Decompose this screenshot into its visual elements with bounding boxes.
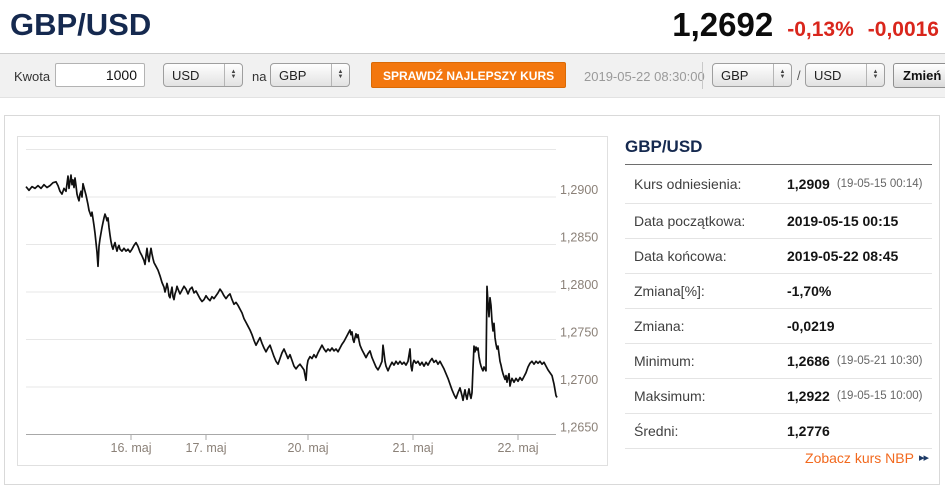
svg-text:1,2900: 1,2900 <box>560 183 598 197</box>
footer-link-row: Zobacz kurs NBP ▸▸ <box>625 441 932 474</box>
select-spinner-icon: ▲ ▼ <box>866 64 884 86</box>
current-quote: 1,2692 -0,13% -0,0016 <box>672 6 939 44</box>
row-value: -1,70% <box>787 283 832 299</box>
change-absolute: -0,0016 <box>867 18 939 41</box>
toolbar-divider <box>702 62 703 89</box>
svg-text:17. maj: 17. maj <box>186 441 227 455</box>
row-label: Data początkowa: <box>634 213 746 229</box>
na-label: na <box>252 69 267 84</box>
amount-input[interactable] <box>55 63 145 87</box>
change-pair-button[interactable]: Zmień <box>893 63 945 88</box>
table-row: Maksimum: 1,2922 (19-05-15 10:00) <box>625 379 932 414</box>
page-title: GBP/USD <box>10 7 152 42</box>
pair-base-select[interactable]: GBP ▲ ▼ <box>712 63 792 87</box>
row-label: Zmiana[%]: <box>634 283 705 299</box>
svg-text:22. maj: 22. maj <box>498 441 539 455</box>
row-value: -0,0219 <box>787 318 835 334</box>
from-currency-select[interactable]: USD ▲ ▼ <box>163 63 243 87</box>
svg-text:20. maj: 20. maj <box>288 441 329 455</box>
stats-panel-title: GBP/USD <box>625 137 703 156</box>
row-label: Zmiana: <box>634 318 685 334</box>
row-label: Minimum: <box>634 353 695 369</box>
row-value: 1,2776 <box>787 423 830 439</box>
row-label: Kurs odniesienia: <box>634 176 742 192</box>
panel-title-divider <box>625 164 932 165</box>
table-row: Data końcowa: 2019-05-22 08:45 <box>625 239 932 274</box>
row-label: Średni: <box>634 423 679 439</box>
quote-timestamp: 2019-05-22 08:30:00 <box>584 69 705 84</box>
row-label: Maksimum: <box>634 388 706 404</box>
svg-text:1,2800: 1,2800 <box>560 278 598 292</box>
page-header: GBP/USD 1,2692 -0,13% -0,0016 <box>0 0 945 54</box>
price-chart: 1,2900 1,2850 1,2800 1,2750 1,2700 1,2650 16. … <box>17 136 608 466</box>
select-spinner-icon: ▲ ▼ <box>224 64 242 86</box>
amount-label: Kwota <box>14 69 51 84</box>
stats-panel: GBP/USD Kurs odniesienia: 1,2909 (19-05-15… <box>610 116 940 474</box>
svg-text:16. maj: 16. maj <box>111 441 152 455</box>
row-value: 2019-05-15 00:15 <box>787 213 899 229</box>
main-content-box: 1,2900 1,2850 1,2800 1,2750 1,2700 1,2650 16. … <box>4 115 940 485</box>
converter-toolbar: Kwota USD ▲▼ na GBP ▲▼ SPRAWDŹ NAJLEPSZY… <box>0 54 945 98</box>
row-timestamp: (19-05-21 10:30) <box>836 355 923 367</box>
select-spinner-icon: ▲ ▼ <box>331 64 349 86</box>
row-value: 2019-05-22 08:45 <box>787 248 899 264</box>
pair-quote-select[interactable]: USD ▲ ▼ <box>805 63 885 87</box>
svg-text:1,2650: 1,2650 <box>560 421 598 435</box>
to-currency-select[interactable]: GBP ▲ ▼ <box>270 63 350 87</box>
table-row: Zmiana: -0,0219 <box>625 309 932 344</box>
change-percent: -0,13% <box>787 18 854 41</box>
row-timestamp: (19-05-15 10:00) <box>836 390 923 402</box>
svg-text:1,2700: 1,2700 <box>560 373 598 387</box>
check-best-rate-button[interactable]: SPRAWDŹ NAJLEPSZY KURS <box>371 62 567 88</box>
row-value: 1,2686 <box>787 353 830 369</box>
pair-separator: / <box>797 68 801 83</box>
table-row: Średni: 1,2776 <box>625 414 932 449</box>
current-rate: 1,2692 <box>672 6 774 43</box>
double-chevron-right-icon: ▸▸ <box>918 452 929 464</box>
table-row: Kurs odniesienia: 1,2909 (19-05-15 00:14) <box>625 165 932 204</box>
row-label: Data końcowa: <box>634 248 727 264</box>
svg-text:21. maj: 21. maj <box>393 441 434 455</box>
stats-rows: Kurs odniesienia: 1,2909 (19-05-15 00:14) D… <box>625 165 932 449</box>
table-row: Data początkowa: 2019-05-15 00:15 <box>625 204 932 239</box>
svg-text:1,2750: 1,2750 <box>560 326 598 340</box>
row-timestamp: (19-05-15 00:14) <box>836 178 923 190</box>
chart-canvas: 1,2900 1,2850 1,2800 1,2750 1,2700 1,2650 16. … <box>25 149 598 455</box>
svg-text:1,2850: 1,2850 <box>560 231 598 245</box>
select-spinner-icon: ▲ ▼ <box>773 64 791 86</box>
row-value: 1,2922 <box>787 388 830 404</box>
table-row: Zmiana[%]: -1,70% <box>625 274 932 309</box>
table-row: Minimum: 1,2686 (19-05-21 10:30) <box>625 344 932 379</box>
row-value: 1,2909 <box>787 176 830 192</box>
nbp-rate-link[interactable]: Zobacz kurs NBP <box>805 449 914 466</box>
